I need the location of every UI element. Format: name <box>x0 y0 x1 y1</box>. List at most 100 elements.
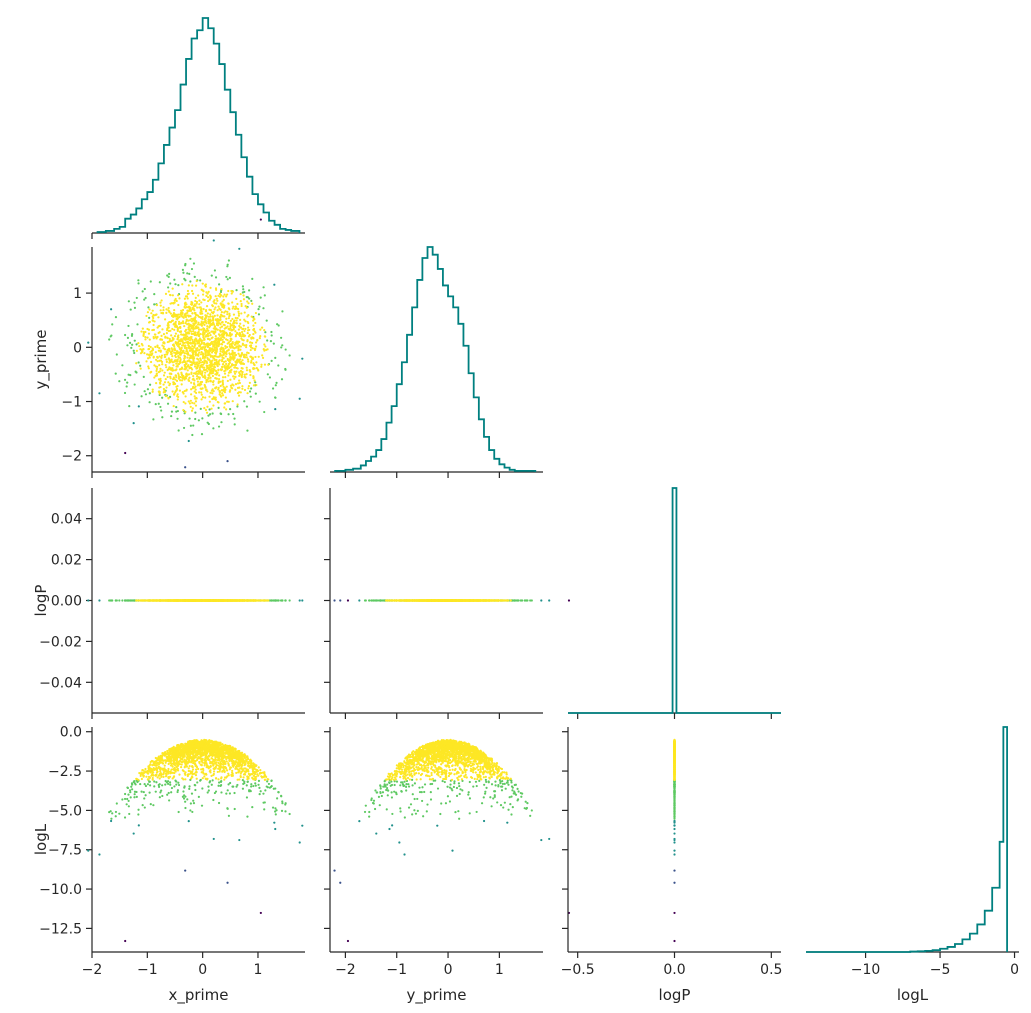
scatter-point <box>161 328 164 331</box>
scatter-point <box>199 332 202 336</box>
scatter-point <box>128 405 131 408</box>
scatter-point <box>146 388 150 391</box>
scatter-point <box>153 320 156 323</box>
scatter-point <box>199 279 202 282</box>
scatter-point <box>238 247 241 250</box>
scatter-point <box>205 315 208 318</box>
scatter-point <box>149 280 152 283</box>
scatter-point <box>193 379 196 382</box>
scatter-point <box>228 599 231 602</box>
scatter-point <box>246 392 249 395</box>
scatter-point <box>216 400 219 404</box>
scatter-point <box>175 385 178 388</box>
scatter-point <box>243 318 246 321</box>
scatter-point <box>201 417 204 420</box>
scatter-point <box>213 269 217 272</box>
scatter-point <box>198 376 201 379</box>
scatter-point <box>205 364 208 367</box>
scatter-point <box>204 321 207 324</box>
scatter-point <box>184 264 187 267</box>
scatter-point <box>190 388 193 391</box>
scatter-point <box>155 337 158 340</box>
scatter-point <box>176 360 179 363</box>
scatter-point <box>226 310 229 313</box>
scatter-point <box>179 359 182 362</box>
scatter-point <box>165 386 168 389</box>
scatter-point <box>212 427 215 430</box>
scatter-point <box>246 331 249 335</box>
scatter-point <box>208 408 211 411</box>
scatter-point <box>199 369 202 372</box>
scatter-point <box>197 419 200 422</box>
scatter-point <box>263 599 266 602</box>
scatter-point <box>284 348 287 351</box>
scatter-point <box>165 358 168 361</box>
scatter-point <box>160 299 163 302</box>
scatter-point <box>224 362 228 366</box>
scatter-point <box>142 375 145 378</box>
scatter-point <box>244 305 247 308</box>
scatter-point <box>194 319 197 323</box>
scatter-point <box>284 599 287 602</box>
scatter-point <box>236 332 239 335</box>
scatter-point <box>358 599 361 602</box>
scatter-point <box>168 272 171 275</box>
scatter-point <box>144 330 147 334</box>
scatter-point <box>243 373 246 376</box>
scatter-point <box>191 387 195 390</box>
scatter-point <box>224 396 227 399</box>
scatter-point <box>221 392 224 395</box>
scatter-point <box>184 402 187 405</box>
scatter-point <box>166 274 169 277</box>
scatter-point <box>193 365 197 368</box>
scatter-point <box>235 322 238 325</box>
scatter-point <box>228 312 231 315</box>
scatter-point <box>212 239 215 242</box>
scatter-point <box>170 334 173 337</box>
scatter-point <box>227 366 230 370</box>
scatter-point <box>230 289 233 293</box>
scatter-point <box>203 298 206 302</box>
scatter-point <box>187 344 190 347</box>
scatter-point <box>206 292 209 295</box>
scatter-point <box>234 316 237 320</box>
scatter-point <box>141 344 144 347</box>
scatter-point <box>193 599 196 602</box>
scatter-point <box>219 308 222 311</box>
scatter-point <box>146 336 149 339</box>
scatter-point <box>180 379 184 382</box>
scatter-point <box>217 294 220 297</box>
scatter-point <box>170 347 173 350</box>
scatter-point <box>242 353 246 357</box>
scatter-point <box>167 306 170 310</box>
scatter-point <box>166 599 169 602</box>
scatter-point <box>243 329 246 333</box>
scatter-point <box>189 257 192 260</box>
scatter-point <box>181 312 184 315</box>
scatter-point <box>245 353 248 357</box>
scatter-point <box>195 374 199 378</box>
scatter-point <box>240 335 243 338</box>
scatter-point <box>238 340 241 343</box>
scatter-point <box>147 348 150 351</box>
scatter-point <box>222 295 225 298</box>
scatter-point <box>128 341 132 344</box>
scatter-point <box>160 338 164 341</box>
scatter-point <box>191 292 195 295</box>
scatter-point <box>242 362 246 366</box>
scatter-point <box>209 286 212 289</box>
scatter-point <box>163 353 166 357</box>
scatter-point <box>243 599 246 602</box>
scatter-point <box>218 374 221 377</box>
scatter-point <box>221 333 224 336</box>
scatter-point <box>185 347 188 350</box>
scatter-point <box>231 324 234 327</box>
scatter-point <box>255 345 258 348</box>
scatter-point <box>187 292 190 295</box>
scatter-point <box>238 379 241 382</box>
scatter-point <box>176 294 180 297</box>
scatter-point <box>242 327 245 330</box>
scatter-point <box>184 303 187 307</box>
scatter-point <box>280 378 284 381</box>
scatter-point <box>219 350 222 353</box>
